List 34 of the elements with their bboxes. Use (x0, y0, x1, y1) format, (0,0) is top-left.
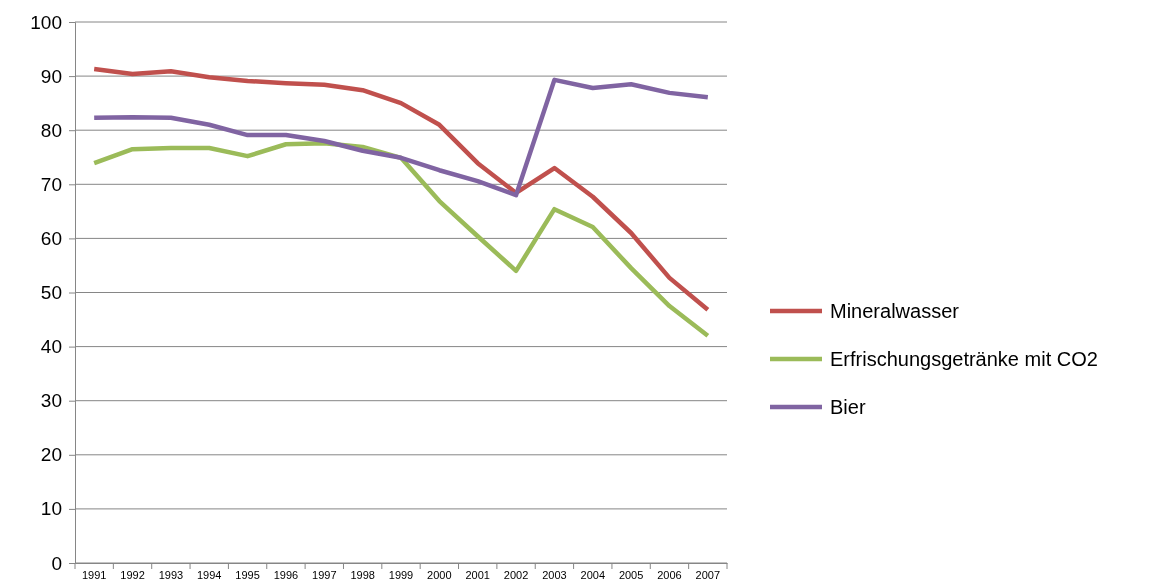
y-tick-label: 90 (40, 65, 62, 87)
legend-label: Erfrischungsgetränke mit CO2 (830, 348, 1098, 370)
y-tick-label: 60 (40, 227, 62, 249)
y-tick-label: 50 (40, 282, 62, 304)
y-tick-label: 30 (40, 390, 62, 412)
x-tick-label: 2001 (465, 569, 490, 582)
x-tick-label: 1991 (81, 569, 107, 582)
y-tick-label: 10 (40, 498, 62, 520)
x-tick-label: 2006 (657, 569, 682, 582)
x-tick-label: 1999 (388, 569, 414, 582)
x-tick-label: 2000 (427, 569, 452, 582)
y-tick-label: 70 (40, 173, 62, 195)
x-tick-label: 2007 (695, 569, 721, 582)
line-series (91, 77, 711, 198)
x-tick-label: 1998 (350, 569, 375, 582)
x-tick-label: 1996 (273, 569, 299, 582)
x-tick-label: 2003 (542, 569, 567, 582)
x-tick-label: 1994 (196, 569, 222, 582)
x-tick-label: 1995 (235, 569, 260, 582)
x-tick-label: 2004 (580, 569, 606, 582)
y-tick-label: 0 (51, 552, 62, 574)
x-tick-label: 2005 (618, 569, 644, 582)
legend-label: Bier (830, 396, 866, 418)
y-tick-label: 20 (40, 444, 62, 466)
x-tick-label: 2002 (503, 569, 529, 582)
legend-label: Mineralwasser (830, 300, 960, 322)
y-tick-label: 40 (40, 336, 62, 358)
line-series (91, 66, 711, 313)
x-tick-label: 1993 (158, 569, 184, 582)
x-tick-label: 1992 (120, 569, 145, 582)
line-series (91, 140, 711, 339)
y-tick-label: 100 (30, 11, 62, 33)
x-tick-label: 1997 (312, 569, 337, 582)
y-tick-label: 80 (40, 119, 62, 141)
